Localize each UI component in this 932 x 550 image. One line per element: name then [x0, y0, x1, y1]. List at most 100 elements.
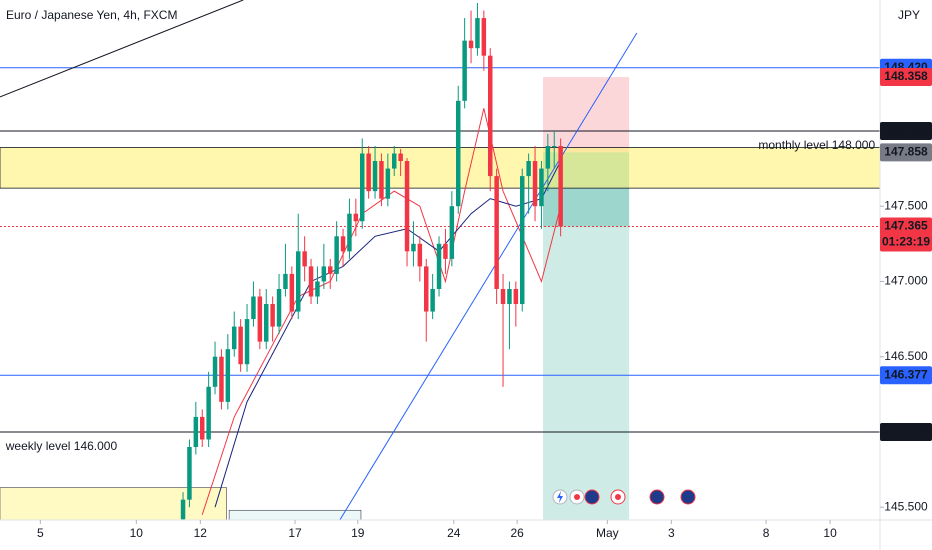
event-dot — [615, 494, 621, 500]
zone — [0, 487, 227, 520]
candle-body — [488, 55, 493, 177]
price-tag-label: 146.377 — [884, 367, 928, 381]
x-tick-label: May — [596, 526, 619, 540]
candle-body — [545, 145, 551, 169]
candle-body — [449, 206, 455, 259]
candle-body — [494, 176, 499, 289]
candle-body — [180, 499, 186, 520]
candle-body — [244, 319, 250, 365]
candle-body — [430, 288, 435, 312]
event-icon[interactable] — [680, 489, 696, 505]
position-stop-zone — [543, 77, 630, 153]
candle-body — [366, 153, 371, 192]
x-tick-label: 17 — [288, 526, 302, 540]
candle-body — [526, 161, 531, 177]
plot-area: monthly level 148.000 weekly level 146.00… — [0, 0, 880, 520]
trendline — [0, 0, 244, 98]
event-icon[interactable] — [584, 489, 600, 505]
candle-body — [404, 161, 410, 252]
y-tick-label: 147.000 — [884, 274, 928, 288]
candle-body — [539, 168, 544, 207]
event-icons — [552, 489, 696, 505]
candle-body — [302, 251, 307, 267]
position-target-zone — [543, 152, 630, 520]
currency: JPY — [898, 8, 920, 22]
price-tag-label: 01:23:19 — [882, 235, 930, 249]
candle-body — [507, 288, 512, 305]
axes: 147.500 147.000 146.500 145.500 5 10 12 17 19 24 2… — [37, 58, 932, 540]
candle-body — [456, 100, 461, 207]
candle-body — [257, 296, 263, 342]
candle-body — [238, 326, 243, 365]
price-tag — [880, 143, 932, 162]
candle-body — [558, 145, 563, 227]
candle-body — [206, 386, 211, 440]
candle-body — [289, 273, 295, 312]
candle-body — [481, 18, 487, 56]
x-tick-label: 24 — [447, 526, 461, 540]
candle-body — [468, 40, 474, 49]
candle-body — [296, 251, 301, 312]
event-icon[interactable] — [649, 489, 665, 505]
price-tag-label: 148.000 — [884, 123, 928, 137]
candle-body — [334, 236, 339, 274]
candle-body — [353, 213, 359, 222]
price-tag-label: 147.858 — [884, 144, 928, 158]
candle-body — [532, 161, 538, 207]
candle-body — [398, 153, 403, 162]
candle-body — [500, 288, 506, 305]
candle-body — [443, 243, 448, 259]
x-tick-label: 8 — [763, 526, 770, 540]
x-tick-label: 5 — [37, 526, 44, 540]
candle-body — [308, 266, 314, 297]
x-tick-label: 10 — [130, 526, 144, 540]
y-tick-label: 145.500 — [884, 499, 928, 513]
candle-body — [219, 356, 224, 402]
event-dot — [574, 494, 580, 500]
candle-body — [513, 288, 519, 305]
candle-body — [225, 349, 231, 402]
price-tag — [880, 68, 932, 87]
y-tick-label: 147.500 — [884, 198, 928, 212]
x-tick-label: 12 — [194, 526, 208, 540]
candle-body — [193, 416, 199, 448]
candle-body — [462, 40, 467, 101]
candle-body — [347, 213, 352, 252]
trendline — [339, 32, 638, 520]
candle-body — [436, 243, 442, 289]
candle-body — [212, 356, 218, 387]
x-tick-label: 10 — [823, 526, 837, 540]
price-tag-label: 147.365 — [884, 219, 928, 233]
chart-title: Euro / Japanese Yen, 4h, FXCM — [6, 8, 177, 22]
candle-body — [232, 326, 237, 350]
candle-body — [417, 243, 423, 267]
candle-body — [552, 145, 557, 147]
y-tick-label: 146.500 — [884, 349, 928, 363]
candle-body — [392, 153, 397, 169]
candle-body — [372, 161, 378, 192]
candle-body — [315, 281, 320, 297]
annotation: weekly level 146.000 — [5, 439, 118, 453]
candle-body — [276, 288, 282, 327]
candle-body — [340, 236, 346, 252]
candle-body — [200, 416, 205, 440]
moving-average — [201, 108, 562, 515]
candle-body — [520, 176, 525, 305]
x-tick-label: 26 — [510, 526, 524, 540]
zone — [0, 147, 880, 189]
candle-body — [360, 153, 365, 222]
price-tag — [880, 366, 932, 385]
price-tag — [880, 121, 932, 140]
candle-body — [411, 243, 416, 252]
candle-body — [187, 447, 192, 500]
price-tag-label: 148.358 — [884, 69, 928, 83]
candle-body — [328, 266, 333, 274]
candle-body — [251, 296, 256, 320]
price-tag — [880, 217, 932, 236]
price-tag — [880, 422, 932, 441]
candle-body — [475, 18, 480, 49]
x-tick-label: 3 — [668, 526, 675, 540]
price-tag-label: 146.000 — [884, 424, 928, 438]
candle-body — [321, 266, 327, 282]
candle-body — [264, 304, 269, 342]
